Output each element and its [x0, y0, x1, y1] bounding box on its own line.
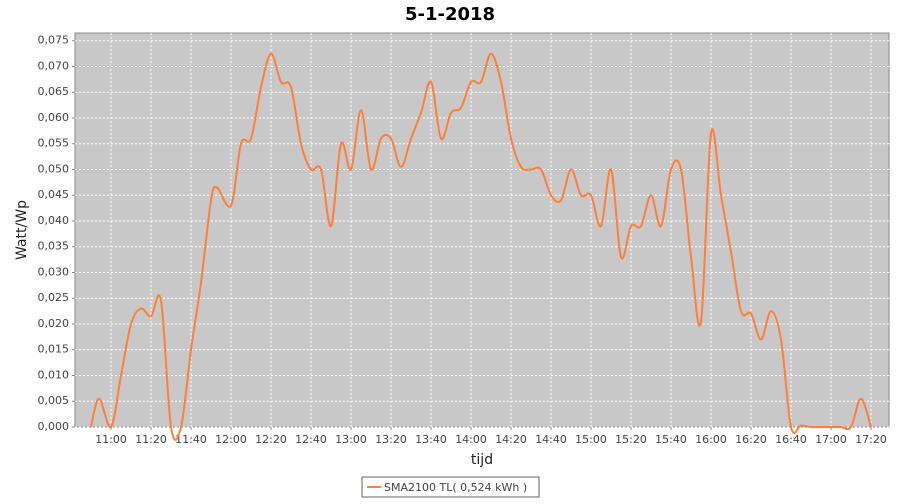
x-axis-label: tijd	[471, 452, 493, 468]
y-tick-label: 0,025	[38, 291, 70, 304]
y-tick-label: 0,010	[38, 368, 70, 381]
y-tick-label: 0,070	[38, 59, 70, 72]
y-tick-label: 0,075	[38, 34, 70, 47]
x-tick-label: 14:00	[455, 433, 487, 446]
y-tick-label: 0,005	[38, 394, 70, 407]
x-tick-label: 13:40	[415, 433, 447, 446]
y-tick-label: 0,065	[38, 85, 70, 98]
x-tick-label: 17:00	[815, 433, 847, 446]
x-tick-label: 16:20	[735, 433, 767, 446]
y-tick-label: 0,030	[38, 265, 70, 278]
x-tick-label: 11:00	[95, 433, 127, 446]
legend-label: SMA2100 TL( 0,524 kWh )	[384, 481, 527, 494]
x-tick-label: 16:00	[695, 433, 727, 446]
y-tick-label: 0,035	[38, 240, 70, 253]
x-tick-label: 14:40	[535, 433, 567, 446]
x-tick-label: 11:40	[175, 433, 207, 446]
y-tick-label: 0,040	[38, 214, 70, 227]
y-tick-label: 0,055	[38, 137, 70, 150]
legend	[361, 476, 540, 498]
y-tick-label: 0,060	[38, 111, 70, 124]
y-tick-label: 0,000	[38, 420, 70, 433]
x-tick-label: 13:20	[375, 433, 407, 446]
x-tick-label: 11:20	[135, 433, 167, 446]
y-tick-label: 0,045	[38, 188, 70, 201]
x-tick-label: 15:20	[615, 433, 647, 446]
x-tick-label: 12:20	[255, 433, 287, 446]
y-axis-label: Watt/Wp	[14, 200, 30, 260]
x-tick-label: 12:40	[295, 433, 327, 446]
x-tick-label: 12:00	[215, 433, 247, 446]
y-tick-label: 0,020	[38, 317, 70, 330]
x-tick-label: 15:00	[575, 433, 607, 446]
x-tick-label: 13:00	[335, 433, 367, 446]
x-tick-label: 15:40	[655, 433, 687, 446]
x-tick-label: 17:20	[855, 433, 887, 446]
y-tick-label: 0,050	[38, 162, 70, 175]
line	[90, 52, 872, 441]
y-tick-label: 0,015	[38, 343, 70, 356]
x-tick-label: 16:40	[775, 433, 807, 446]
x-tick-label: 14:20	[495, 433, 527, 446]
plot-area	[74, 32, 890, 428]
chart-title: 5-1-2018	[405, 4, 495, 25]
